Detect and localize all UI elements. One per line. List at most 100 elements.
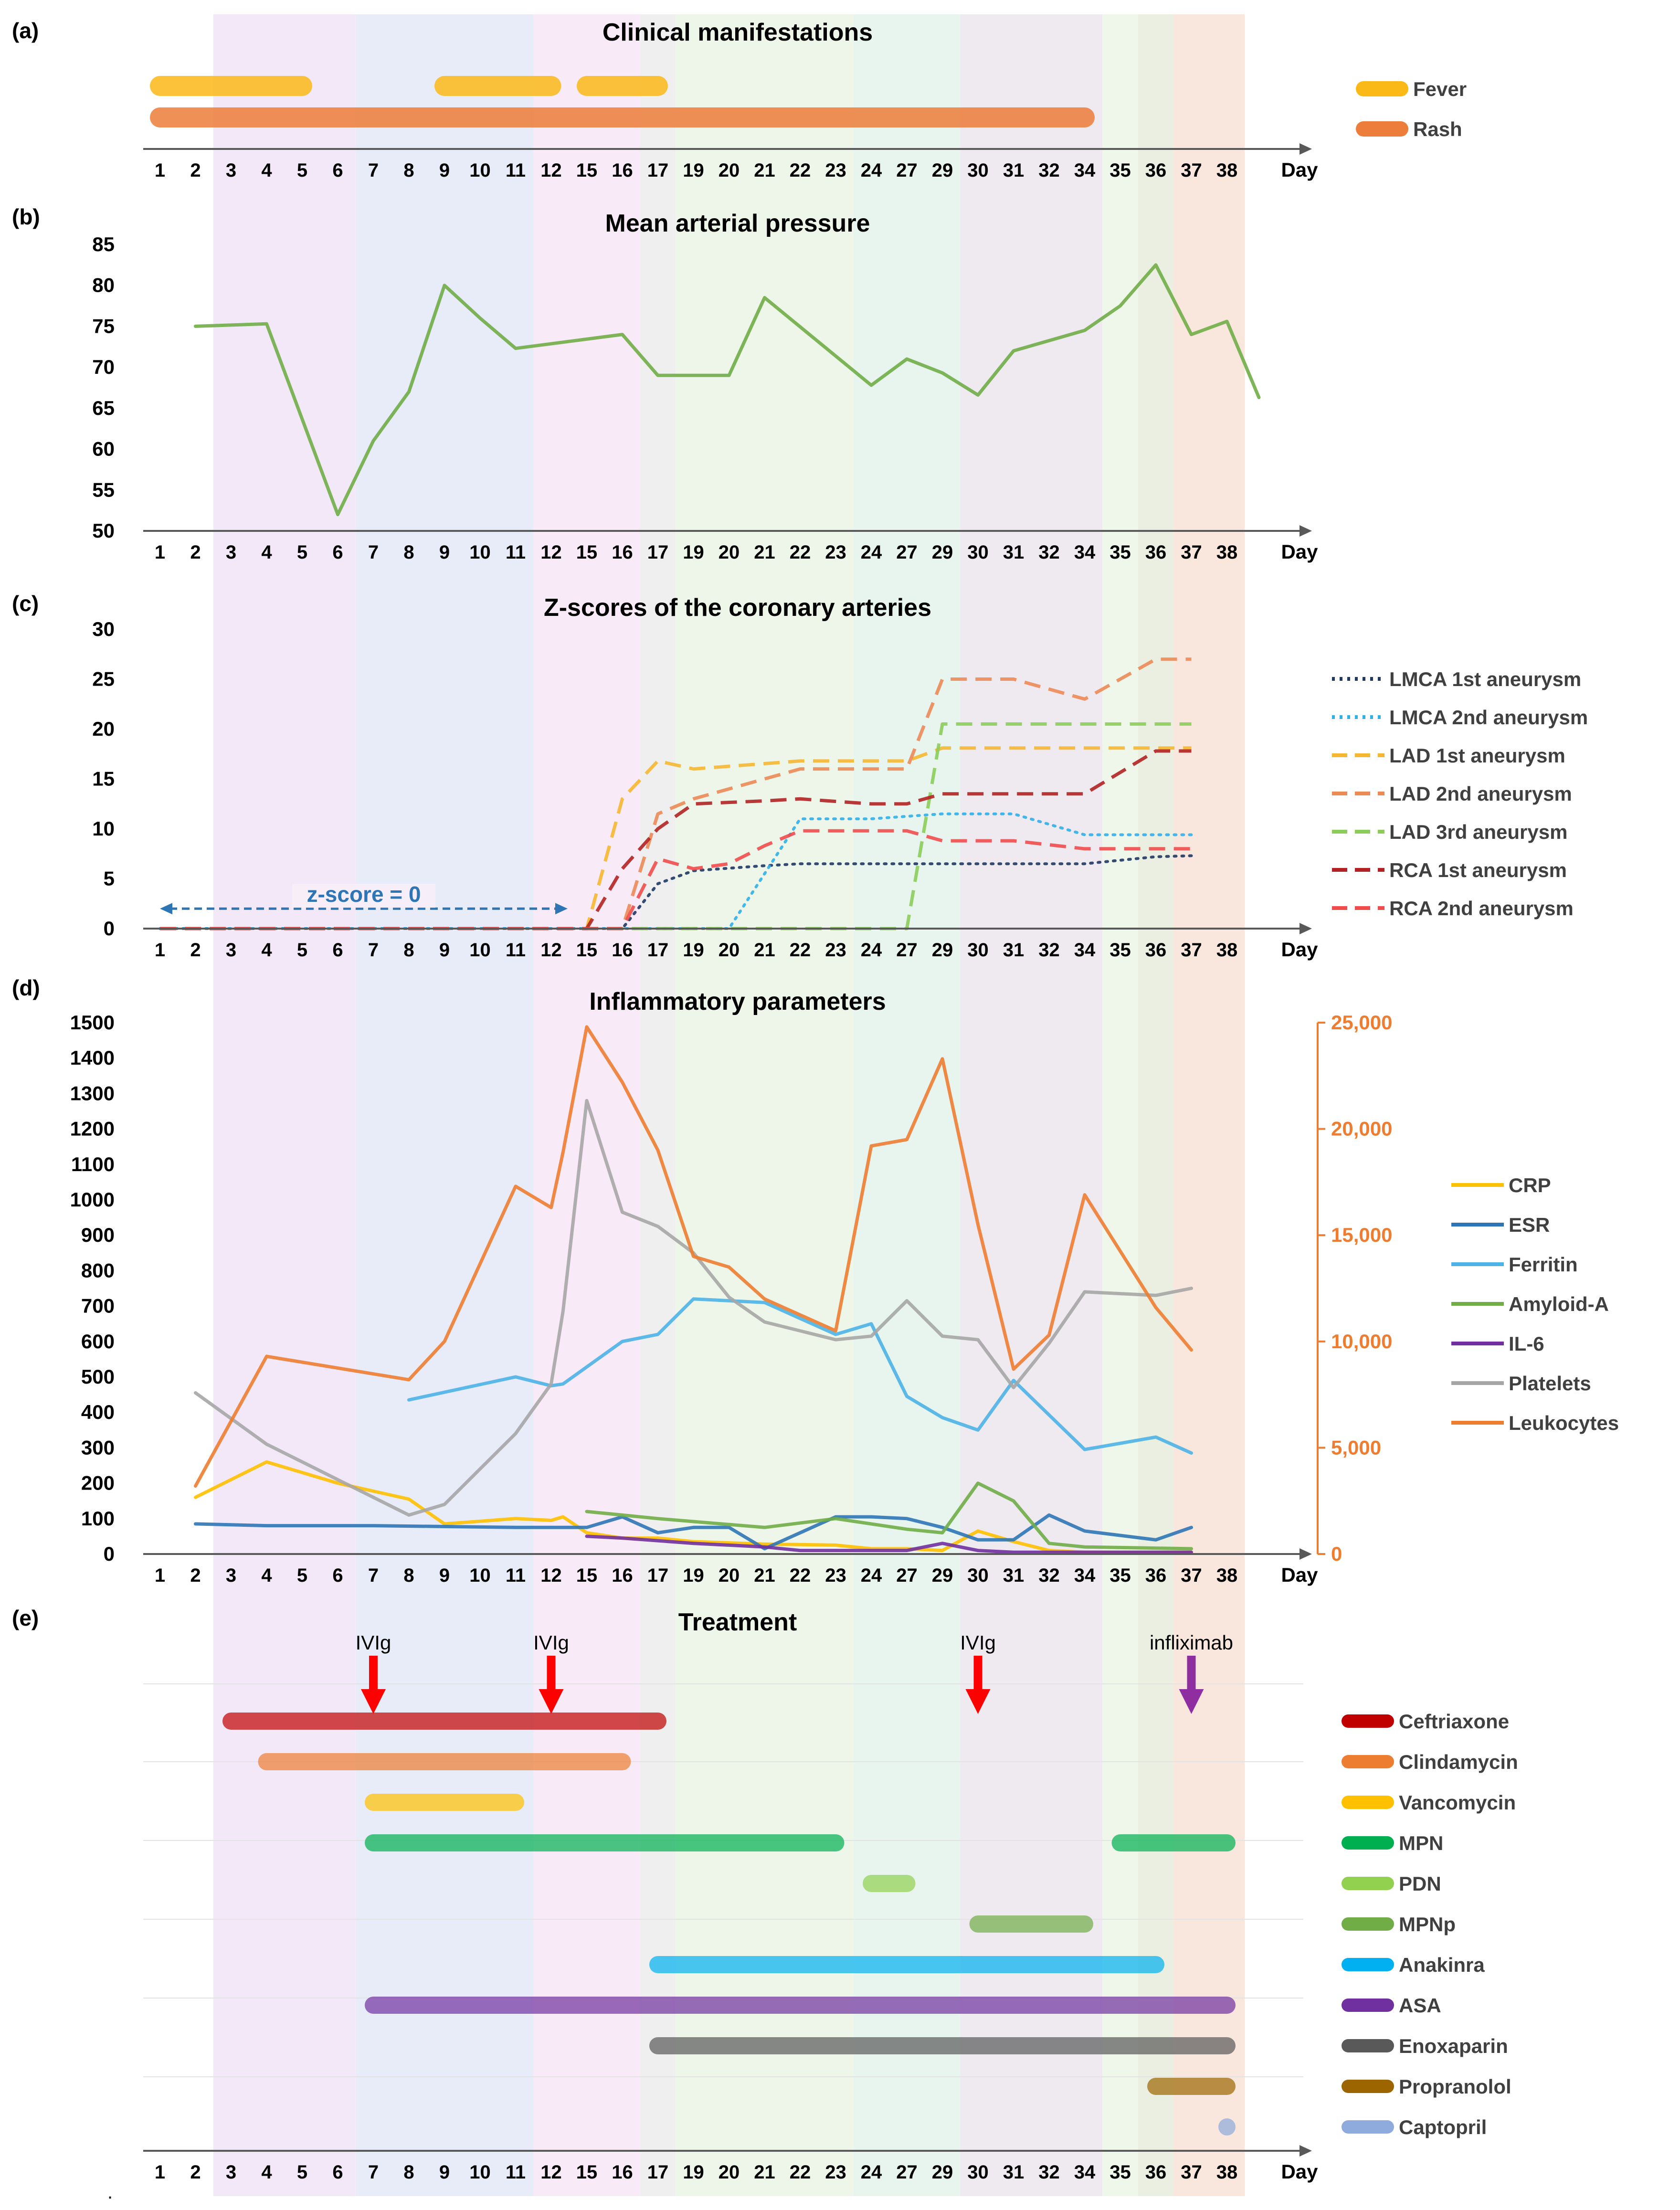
panel-title: Inflammatory parameters [589, 988, 886, 1015]
day-tick-label: 19 [683, 542, 704, 563]
day-tick-label: 34 [1074, 160, 1096, 181]
day-tick-label: 4 [261, 2162, 272, 2183]
day-tick-label: 38 [1216, 2162, 1238, 2183]
z-scores-chart: 0 5 10 15 20 25 30 z-score = 0 LMCA 1st aneurysm… [92, 618, 1588, 940]
day-tick-label: 11 [506, 542, 526, 563]
day-tick-label: 7 [368, 160, 379, 181]
day-tick-label: 35 [1109, 542, 1131, 563]
legend-item-anakinra: Anakinra [1342, 1954, 1485, 1976]
day-tick-label: 36 [1145, 2162, 1167, 2183]
right-y-tick-label: 25,000 [1331, 1011, 1392, 1034]
treatment-bar-propranolol [1147, 2078, 1236, 2095]
day-axis: 1 2 3 4 5 6 7 8 9 10 11 12 15 16 17 19 20 21 22 23 24 27 29 30 3… [143, 2145, 1318, 2183]
panel-title: Treatment [678, 1608, 797, 1636]
y-tick-label: 100 [81, 1507, 115, 1530]
y-tick-label: 25 [92, 668, 115, 690]
y-tick-label: 30 [92, 618, 115, 640]
day-tick-label: 2 [190, 542, 201, 563]
mean-arterial-pressure-chart: 50 55 60 65 70 75 80 85 [92, 233, 1261, 542]
phase-band [355, 14, 534, 2196]
y-tick-label: 10 [92, 817, 115, 840]
down-arrow-icon [973, 1656, 983, 1692]
day-tick-label: 20 [718, 542, 740, 563]
legend-label: RCA 2nd aneurysm [1389, 897, 1574, 920]
day-tick-label: 22 [790, 1565, 811, 1586]
treatment-bar-captopril [1218, 2118, 1236, 2136]
day-tick-label: 23 [825, 160, 846, 181]
legend-label: MPNp [1399, 1913, 1456, 1935]
day-tick-label: 7 [368, 2162, 379, 2183]
right-y-tick-label: 10,000 [1331, 1330, 1392, 1353]
day-tick-label: 2 [190, 160, 201, 181]
legend-item-lad-1st-aneurysm: LAD 1st aneurysm [1332, 744, 1565, 767]
day-tick-label: 16 [612, 160, 633, 181]
day-tick-label: 31 [1003, 542, 1025, 563]
day-tick-label: 7 [368, 1565, 379, 1586]
legend-item-captopril: Captopril [1342, 2116, 1487, 2138]
legend-swatch [1342, 2120, 1394, 2134]
legend-swatch [1342, 2080, 1394, 2093]
treatment-bar-mpn [1111, 1834, 1236, 1851]
day-tick-label: 6 [332, 2162, 343, 2183]
day-tick-label: 16 [612, 940, 633, 961]
day-tick-label: 21 [754, 2162, 775, 2183]
legend-dot-icon [1374, 121, 1390, 137]
legend-label: Vancomycin [1399, 1791, 1516, 1814]
day-tick-label: 19 [683, 1565, 704, 1586]
series-line-crp [194, 1460, 1193, 1554]
series-line-platelets [194, 1099, 1193, 1517]
legend-label: ESR [1509, 1214, 1550, 1236]
legend-item-lad-3rd-aneurysm: LAD 3rd aneurysm [1332, 821, 1567, 843]
day-tick-label: 38 [1216, 1565, 1238, 1586]
day-tick-label: 11 [506, 1565, 526, 1586]
y-tick-label: 900 [81, 1224, 115, 1246]
day-tick-label: 1 [155, 542, 165, 563]
y-tick-label: 700 [81, 1295, 115, 1317]
y-tick-label: 1300 [70, 1082, 115, 1104]
day-tick-label: 22 [790, 160, 811, 181]
day-tick-label: 27 [896, 2162, 918, 2183]
treatment-bar-ceftriaxone [222, 1713, 666, 1730]
y-tick-label: 85 [92, 233, 115, 255]
down-arrow-head-icon [539, 1689, 564, 1714]
day-tick-label: 36 [1145, 940, 1167, 961]
day-tick-label: 5 [297, 2162, 307, 2183]
day-tick-label: 10 [469, 940, 491, 961]
y-tick-label: 75 [92, 315, 115, 337]
day-tick-label: 11 [506, 2162, 526, 2183]
day-tick-label: 22 [790, 2162, 811, 2183]
series-line-amyloid-a [585, 1481, 1193, 1551]
day-axis-label: Day [1281, 159, 1318, 181]
day-tick-label: 37 [1181, 940, 1202, 961]
day-tick-label: 9 [439, 160, 450, 181]
day-tick-label: 11 [506, 940, 526, 961]
y-tick-label: 5 [104, 867, 115, 890]
legend-label: Anakinra [1399, 1954, 1485, 1976]
day-tick-label: 3 [226, 940, 236, 961]
legend-swatch [1342, 2039, 1394, 2052]
legend-swatch [1342, 1917, 1394, 1931]
legend-label: CRP [1509, 1174, 1551, 1196]
legend-item-ceftriaxone: Ceftriaxone [1342, 1710, 1509, 1733]
right-y-tick-label: 5,000 [1331, 1436, 1381, 1459]
y-tick-label: 0 [104, 1543, 115, 1565]
day-tick-label: 35 [1109, 160, 1131, 181]
day-tick-label: 11 [506, 160, 526, 181]
phase-band [213, 14, 356, 2196]
day-tick-label: 16 [612, 542, 633, 563]
stray-dot: . [107, 2182, 113, 2203]
day-tick-label: 2 [190, 940, 201, 961]
legend-label: Amyloid-A [1509, 1293, 1609, 1315]
day-tick-label: 30 [967, 2162, 989, 2183]
phase-band [640, 14, 676, 2196]
legend-item-asa: ASA [1342, 1994, 1441, 2017]
legend-label: RCA 1st aneurysm [1389, 859, 1567, 881]
treatment-bar-asa [365, 1997, 1236, 2014]
day-tick-label: 15 [576, 2162, 598, 2183]
legend-label: MPN [1399, 1832, 1443, 1854]
day-tick-label: 5 [297, 160, 307, 181]
treatment-bar-clindamycin [258, 1753, 631, 1770]
legend-item-rash: Rash [1356, 118, 1462, 140]
day-axis-label: Day [1281, 938, 1318, 961]
treatment-bar-enoxaparin [649, 2037, 1236, 2054]
